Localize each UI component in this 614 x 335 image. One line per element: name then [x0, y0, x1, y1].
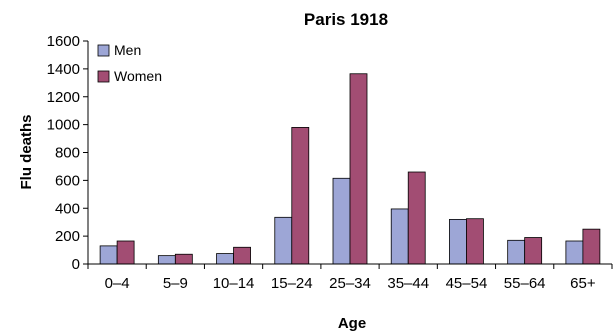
chart-title: Paris 1918 — [304, 10, 388, 29]
x-axis-title: Age — [338, 315, 366, 332]
bar-women — [349, 73, 368, 265]
y-tick-label: 0 — [72, 256, 80, 273]
bar-women — [466, 218, 484, 265]
x-tick-label: 0–4 — [105, 275, 130, 292]
bar-men — [390, 208, 409, 265]
y-tick-label: 400 — [55, 200, 80, 217]
y-tick-label: 1600 — [47, 33, 80, 50]
bar-men — [565, 240, 584, 265]
bar-men — [157, 255, 176, 265]
bar-men — [216, 253, 234, 265]
bar-men — [274, 216, 293, 265]
bars — [99, 73, 601, 265]
bar-women — [233, 246, 251, 265]
y-tick-label: 1000 — [47, 117, 80, 134]
x-tick-label: 25–34 — [329, 275, 371, 292]
legend-label-men: Men — [114, 42, 141, 58]
y-tick-label: 1200 — [47, 89, 80, 106]
y-axis-title: Flu deaths — [18, 114, 35, 189]
legend-swatch-men — [97, 44, 110, 57]
bar-men — [99, 245, 118, 265]
bar-women — [524, 237, 543, 265]
x-tick-label: 55–64 — [504, 275, 546, 292]
bar-women — [291, 127, 310, 265]
bar-women — [407, 171, 426, 265]
bar-women — [174, 253, 193, 265]
bar-women — [582, 228, 601, 265]
y-tick-label: 1400 — [47, 61, 80, 78]
bar-women — [116, 240, 135, 265]
x-tick-label: 45–54 — [446, 275, 488, 292]
legend-label-women: Women — [114, 68, 162, 84]
x-tick-label: 35–44 — [387, 275, 429, 292]
y-tick-label: 800 — [55, 145, 80, 162]
y-tick-label: 200 — [55, 228, 80, 245]
x-tick-label: 5–9 — [163, 275, 188, 292]
y-tick-label: 600 — [55, 172, 80, 189]
x-tick-label: 65+ — [570, 275, 596, 292]
x-tick-label: 15–24 — [271, 275, 313, 292]
x-axis: 0–4 5–9 10–14 15–24 25–34 35–44 45–54 55–64 65+ — [87, 264, 613, 292]
y-axis: 0 200 400 600 800 1000 1200 1400 1600 — [47, 33, 88, 273]
bar-men — [507, 239, 526, 265]
legend-swatch-women — [97, 70, 110, 83]
bar-men — [332, 177, 351, 265]
legend: Men Women — [97, 42, 162, 84]
x-tick-label: 10–14 — [213, 275, 255, 292]
bar-men — [449, 218, 467, 265]
